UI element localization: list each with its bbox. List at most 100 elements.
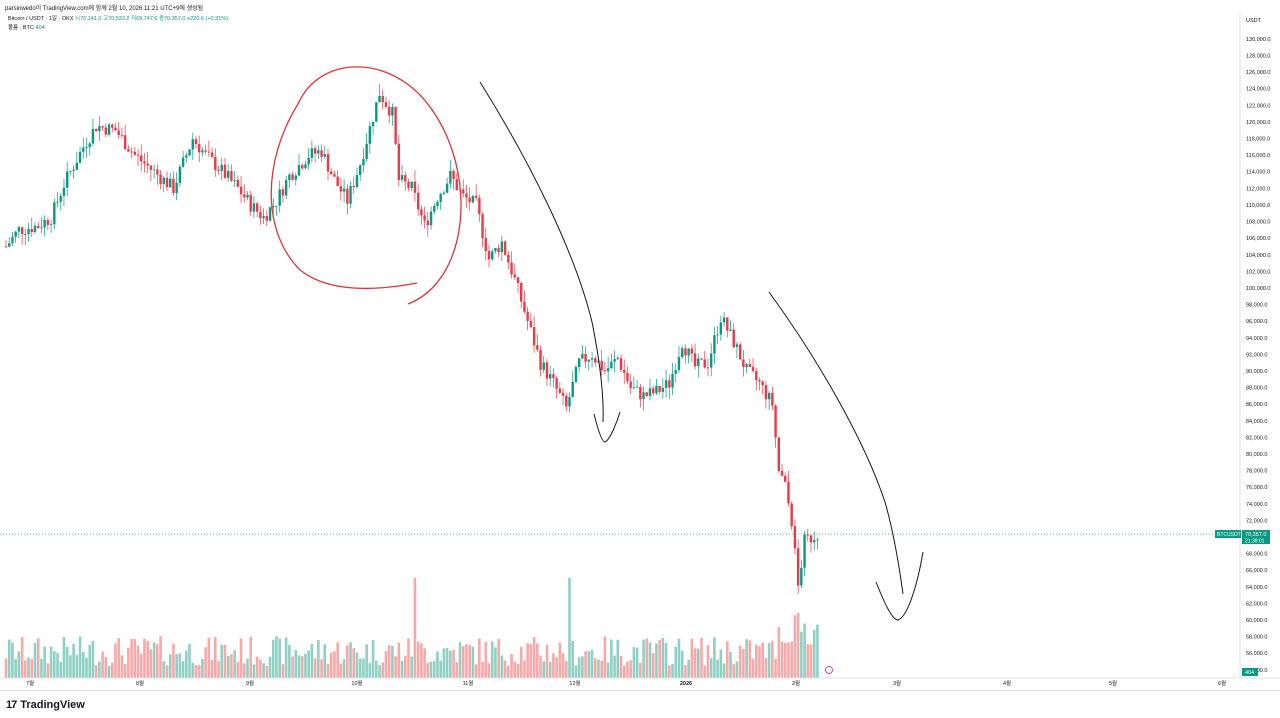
candle-body[interactable] — [20, 227, 24, 234]
time-axis[interactable]: 7월 8월 9월 10월 11월 12월 2026 2월 3월 4월 5월 6월 — [0, 677, 1280, 687]
candle-body[interactable] — [787, 482, 790, 504]
candle-body[interactable] — [587, 359, 591, 362]
candle-body[interactable] — [529, 321, 533, 328]
candle-body[interactable] — [352, 185, 355, 188]
candle-body[interactable] — [716, 334, 719, 336]
candle-body[interactable] — [645, 392, 648, 396]
candle-body[interactable] — [207, 151, 211, 153]
candle-body[interactable] — [478, 197, 481, 215]
candle-body[interactable] — [317, 150, 320, 154]
candle-body[interactable] — [729, 329, 732, 331]
candle-body[interactable] — [91, 128, 95, 144]
candle-body[interactable] — [330, 171, 333, 175]
candle-body[interactable] — [320, 150, 323, 157]
candle-body[interactable] — [75, 162, 79, 170]
candle-body[interactable] — [413, 181, 417, 193]
candle-body[interactable] — [713, 335, 716, 354]
candle-body[interactable] — [185, 155, 188, 158]
candle-body[interactable] — [78, 151, 82, 163]
candle-body[interactable] — [577, 358, 581, 368]
candle-body[interactable] — [339, 186, 343, 192]
candle-body[interactable] — [439, 193, 442, 202]
candle-body[interactable] — [635, 386, 639, 388]
candle-body[interactable] — [255, 203, 259, 212]
candle-body[interactable] — [175, 182, 178, 194]
candle-body[interactable] — [252, 203, 256, 212]
candle-body[interactable] — [362, 159, 365, 166]
candle-body[interactable] — [481, 214, 484, 238]
candle-body[interactable] — [217, 169, 220, 171]
candle-body[interactable] — [101, 126, 104, 128]
candle-body[interactable] — [297, 165, 301, 176]
candle-body[interactable] — [37, 225, 40, 228]
candle-body[interactable] — [671, 373, 674, 388]
candle-body[interactable] — [46, 220, 50, 225]
candle-body[interactable] — [806, 534, 809, 536]
candle-body[interactable] — [24, 233, 27, 235]
candle-body[interactable] — [188, 149, 191, 156]
candle-body[interactable] — [133, 151, 136, 155]
candle-body[interactable] — [381, 95, 384, 103]
candle-body[interactable] — [230, 171, 233, 181]
candle-body[interactable] — [590, 358, 594, 360]
candle-body[interactable] — [642, 392, 645, 400]
candle-body[interactable] — [342, 188, 346, 192]
candle-body[interactable] — [442, 192, 446, 194]
candle-body[interactable] — [462, 189, 465, 194]
candle-body[interactable] — [664, 380, 668, 388]
candle-body[interactable] — [610, 361, 613, 369]
candle-body[interactable] — [623, 369, 626, 373]
candle-body[interactable] — [387, 106, 391, 116]
candle-body[interactable] — [275, 205, 278, 207]
candle-body[interactable] — [800, 567, 803, 586]
candle-body[interactable] — [793, 526, 797, 549]
candle-body[interactable] — [43, 220, 46, 228]
candle-body[interactable] — [491, 251, 494, 260]
candle-body[interactable] — [191, 139, 194, 150]
candle-body[interactable] — [742, 359, 745, 368]
candle-body[interactable] — [745, 364, 748, 368]
candle-body[interactable] — [82, 147, 85, 152]
candle-body[interactable] — [751, 366, 755, 372]
candle-body[interactable] — [304, 164, 307, 169]
candle-body[interactable] — [40, 227, 43, 229]
candle-body[interactable] — [668, 380, 671, 388]
candle-body[interactable] — [288, 174, 291, 181]
candle-body[interactable] — [355, 175, 359, 188]
plot-area[interactable] — [0, 84, 1240, 678]
candle-body[interactable] — [14, 231, 17, 237]
candle-body[interactable] — [159, 174, 162, 184]
candle-body[interactable] — [146, 163, 149, 166]
candle-body[interactable] — [629, 381, 632, 388]
candle-body[interactable] — [272, 205, 275, 208]
candle-body[interactable] — [136, 154, 140, 156]
candle-body[interactable] — [127, 148, 130, 152]
candle-body[interactable] — [397, 143, 401, 180]
candle-body[interactable] — [394, 106, 397, 144]
candle-body[interactable] — [265, 216, 269, 221]
candle-body[interactable] — [410, 181, 413, 188]
candle-body[interactable] — [27, 228, 30, 235]
candle-body[interactable] — [156, 169, 159, 175]
price-chart[interactable]: USDT54,000.056,000.058,000.060,000.062,0… — [0, 12, 1280, 690]
candle-body[interactable] — [632, 387, 636, 389]
candle-body[interactable] — [655, 386, 658, 394]
candle-body[interactable] — [661, 387, 665, 392]
candle-body[interactable] — [49, 224, 53, 225]
candle-body[interactable] — [703, 359, 706, 368]
candle-body[interactable] — [149, 165, 153, 170]
candle-body[interactable] — [378, 95, 381, 103]
candle-body[interactable] — [59, 196, 62, 202]
candle-body[interactable] — [552, 374, 555, 379]
candle-body[interactable] — [677, 356, 681, 371]
candle-body[interactable] — [484, 237, 487, 252]
candle-body[interactable] — [404, 175, 407, 182]
candle-body[interactable] — [523, 301, 526, 312]
candle-body[interactable] — [4, 246, 8, 248]
candle-body[interactable] — [790, 503, 793, 527]
candle-body[interactable] — [172, 178, 175, 194]
candle-body[interactable] — [333, 174, 336, 177]
candle-body[interactable] — [349, 185, 352, 204]
candle-body[interactable] — [565, 395, 568, 407]
candle-body[interactable] — [310, 148, 314, 158]
